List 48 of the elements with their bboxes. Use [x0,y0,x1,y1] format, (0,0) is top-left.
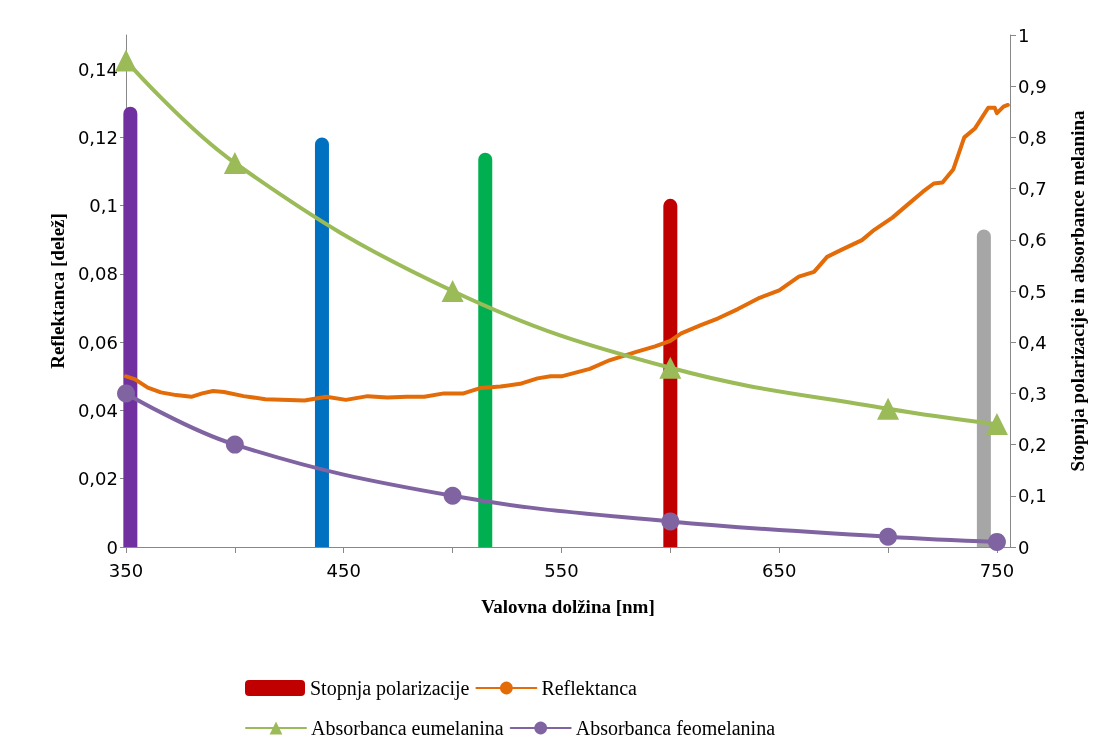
legend-label: Absorbanca eumelanina [311,717,504,739]
y2-tick-label: 0,9 [1018,75,1047,97]
y2-tick-label: 0,1 [1018,485,1047,507]
point [117,384,135,403]
point [223,152,246,174]
y2-tick-label: 0 [1018,536,1030,558]
point [659,356,682,379]
y2-tick-label: 0,4 [1018,331,1047,353]
y-tick-label: 0,1 [89,195,118,217]
legend-label: Stopnja polarizacije [310,677,470,700]
y2-axis-title: Stopnja polarizacije in absorbance melanina [1067,110,1088,472]
bar [314,137,329,547]
x-axis-title: Valovna dolžina [nm] [481,596,655,617]
y-tick-label: 0,14 [77,58,118,80]
bar [478,152,493,547]
point [877,397,900,420]
y-tick-label: 0,02 [77,468,118,490]
y2-tick-label: 0,8 [1018,126,1047,148]
x-tick-label: 550 [544,559,579,581]
legend-label: Reflektanca [541,677,638,699]
line-series [124,102,1010,403]
point [441,280,464,302]
x-tick-label: 650 [762,559,797,581]
point [985,413,1008,436]
y2-tick-label: 1 [1018,24,1030,46]
point [987,532,1006,551]
y-axis-title: Reflektanca [delež] [47,213,69,369]
bar [976,229,991,547]
y-tick-label: 0,12 [77,126,118,148]
point [115,49,137,72]
y2-tick-label: 0,7 [1018,178,1047,200]
y2-tick-label: 0,3 [1018,382,1047,404]
point [879,527,898,546]
x-tick-label: 350 [108,559,144,581]
y2-tick-label: 0,5 [1018,280,1047,302]
y-tick-label: 0,08 [77,263,118,285]
x-tick-label: 450 [326,559,361,581]
y-tick-label: 0,06 [77,331,118,353]
point [443,486,462,505]
y-tick-label: 0 [106,536,118,558]
y2-tick-label: 0,6 [1018,229,1047,251]
bar [123,106,138,547]
x-tick-label: 750 [979,559,1015,581]
y-tick-label: 0,04 [77,399,118,421]
point [225,435,244,454]
y2-tick-label: 0,2 [1018,434,1047,456]
point [661,512,680,531]
legend-label: Absorbanca feomelanina [575,717,776,739]
